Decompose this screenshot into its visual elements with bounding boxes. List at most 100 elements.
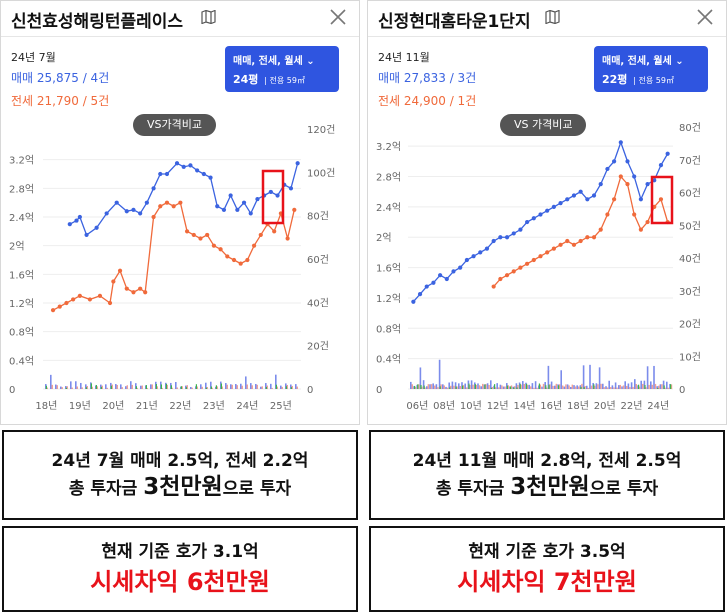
volume-bar [125,386,127,389]
sale-price-summary: 매매 25,875 / 4건 [11,71,110,85]
volume-bar [565,384,567,389]
volume-bar [206,387,208,389]
volume-bar [626,385,628,389]
data-point [545,208,550,213]
volume-bar [555,383,557,389]
close-icon[interactable] [696,8,714,26]
y2-tick-label: 40건 [307,297,329,309]
volume-bar [453,385,455,389]
volume-bar [528,384,530,389]
right-complex-panel: 신정현대홈타운1단지 24년 11월 매매 27,833 / 3건 전세 24,… [367,0,727,425]
volume-bar [485,384,487,389]
data-point [77,214,82,220]
volume-bar [597,384,599,389]
volume-bar [519,383,521,389]
volume-bar [593,384,595,389]
data-point [184,229,190,234]
y2-tick-label: 70건 [679,155,701,167]
volume-bar [165,383,167,389]
data-point [478,250,483,255]
volume-bar [91,386,93,389]
x-tick-label: 20년 [102,400,124,412]
data-point [545,250,550,255]
volume-bar [475,384,477,389]
data-point [498,235,503,240]
volume-bar [285,386,287,389]
volume-bar [491,386,493,389]
volume-bar [51,384,53,389]
data-point [292,207,297,212]
volume-bar [602,383,604,389]
volume-bar [461,382,463,389]
y-tick-label: 2.4억 [376,202,401,214]
volume-bar [666,381,668,389]
volume-bar [422,380,425,389]
volume-bar [131,384,133,389]
volume-bar [100,384,102,389]
close-icon[interactable] [329,8,347,26]
volume-bar [513,387,515,389]
y2-tick-label: 10건 [679,351,701,363]
volume-bar [488,384,490,389]
volume-bar [185,387,187,389]
data-point [658,163,664,168]
volume-bar [105,384,107,389]
area-label: 24평 | 전용 59㎡ [233,73,305,86]
trade-type-dropdown[interactable]: 매매, 전세, 월세 ⌄ 24평 | 전용 59㎡ [225,46,339,92]
data-point [151,186,156,191]
volume-bar [506,383,508,389]
x-tick-label: 20년 [594,400,616,412]
volume-bar [627,383,630,389]
volume-bar [90,383,92,389]
data-point [84,232,89,238]
volume-bar [587,387,589,389]
volume-bar [658,385,660,389]
volume-bar [140,385,142,389]
volume-bar [427,384,429,389]
volume-bar [638,384,640,389]
volume-bar [570,386,572,389]
data-point [57,304,62,309]
volume-bar [624,381,626,389]
map-icon[interactable] [201,10,216,24]
volume-bar [468,383,470,389]
volume-bar [180,386,182,389]
data-point [94,225,99,230]
volume-bar [196,386,198,389]
volume-bar [590,385,593,389]
volume-bar [618,385,620,389]
volume-bar [558,385,560,389]
vs-compare-button[interactable]: VS가격비교 [133,114,216,136]
data-point [578,238,583,244]
volume-bar [156,386,158,389]
volume-bar [61,387,63,389]
data-point [525,261,530,266]
sale-price-summary: 매매 27,833 / 3건 [378,71,477,85]
volume-bar [176,387,178,389]
volume-bar [410,381,412,389]
volume-bar [71,387,73,389]
volume-bar [654,383,657,389]
volume-bar [635,384,637,389]
vs-compare-button[interactable]: VS 가격비교 [500,114,587,136]
volume-bar [256,384,258,389]
y2-tick-label: 60건 [307,254,329,266]
volume-bar [96,386,98,389]
data-point [571,193,577,198]
volume-bar [656,386,658,389]
data-point [71,297,76,302]
volume-bar [514,386,516,389]
volume-bar [548,384,550,389]
data-point [518,265,523,270]
volume-bar [111,384,113,389]
trade-type-dropdown[interactable]: 매매, 전세, 월세 ⌄ 22평 | 전용 59㎡ [594,46,708,92]
map-icon[interactable] [545,10,560,24]
data-point [531,257,536,263]
volume-bar [136,387,138,389]
data-point [77,293,82,298]
y-tick-label: 2.4억 [9,212,34,224]
volume-bar [265,383,267,389]
y-tick-label: 0.4억 [9,355,34,367]
summary-line-1: 24년 7월 매매 2.5억, 전세 2.2억 [51,451,309,471]
